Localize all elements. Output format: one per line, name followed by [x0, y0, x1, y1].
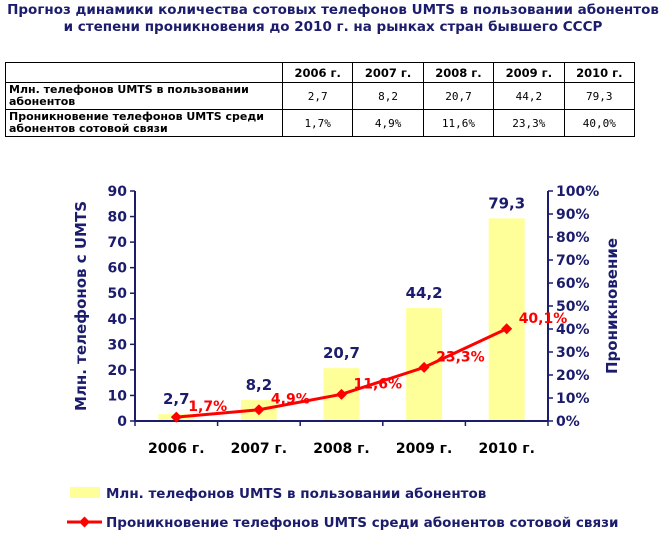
table-cell: 20,7: [422, 82, 495, 110]
bar-value-label: 20,7: [323, 344, 360, 362]
y-right-tick-label: 0%: [556, 414, 580, 430]
bar-value-label: 79,3: [488, 194, 525, 212]
y-left-tick-label: 70: [108, 235, 128, 251]
bar-value-label: 8,2: [246, 376, 273, 394]
y-right-tick-label: 40%: [556, 322, 590, 338]
y-right-tick-label: 80%: [556, 230, 590, 246]
line-value-label: 1,7%: [188, 399, 227, 415]
x-tick-label: 2006 г.: [148, 441, 204, 457]
line-marker: [501, 323, 513, 335]
bar-value-label: 44,2: [406, 284, 443, 302]
table-cell: 23,3%: [493, 109, 565, 137]
chart-title: Прогноз динамики количества сотовых теле…: [0, 2, 666, 36]
data-table: 2006 г. 2007 г. 2008 г. 2009 г. 2010 г. …: [5, 62, 636, 137]
y-left-tick-label: 40: [108, 312, 128, 328]
y-left-axis-label: Млн. телефонов с UMTS: [72, 201, 90, 411]
line-marker: [336, 388, 347, 400]
line-value-label: 23,3%: [436, 349, 485, 365]
y-right-tick-label: 60%: [556, 276, 590, 292]
title-line-1: Прогноз динамики количества сотовых теле…: [7, 2, 659, 18]
table-header-cell: 2007 г.: [352, 62, 424, 83]
table-header-cell: 2010 г.: [563, 62, 636, 83]
legend-line-label: Проникновение телефонов UMTS среди абоне…: [106, 515, 618, 531]
y-left-tick-label: 0: [117, 414, 127, 430]
table-cell: 8,2: [352, 82, 424, 110]
table-cell: 79,3: [563, 82, 636, 110]
table-cell: 4,9%: [352, 109, 424, 137]
y-right-tick-label: 90%: [556, 207, 590, 223]
table-cell: 1,7%: [281, 109, 354, 137]
line-value-label: 40,1%: [519, 311, 568, 327]
x-tick-label: 2009 г.: [396, 441, 452, 457]
y-left-tick-label: 80: [108, 210, 128, 226]
y-right-tick-label: 10%: [556, 391, 590, 407]
y-right-axis-label: Проникновение: [603, 238, 621, 374]
x-tick-label: 2008 г.: [313, 441, 369, 457]
table-row: Проникновение телефонов UMTS среди абоне…: [5, 109, 636, 137]
legend-line-marker: [79, 516, 90, 528]
y-left-tick-label: 30: [108, 337, 128, 353]
line-value-label: 11,6%: [354, 376, 403, 392]
line-marker: [253, 404, 265, 416]
y-right-tick-label: 20%: [556, 368, 590, 384]
table-cell: 40,0%: [563, 109, 636, 137]
line-marker: [170, 411, 182, 423]
y-left-tick-label: 20: [108, 363, 128, 379]
title-line-2: и степени проникновения до 2010 г. на ры…: [63, 19, 603, 35]
y-left-tick-label: 60: [108, 261, 128, 277]
table-header-row: 2006 г. 2007 г. 2008 г. 2009 г. 2010 г.: [5, 62, 636, 83]
line-value-label: 4,9%: [271, 392, 310, 408]
legend-bar-label: Млн. телефонов UMTS в пользовании абонен…: [106, 486, 486, 502]
y-right-tick-label: 70%: [556, 253, 590, 269]
x-tick-label: 2010 г.: [478, 441, 534, 457]
y-left-tick-label: 90: [108, 184, 128, 200]
line-marker: [418, 361, 430, 373]
y-right-tick-label: 100%: [556, 184, 599, 200]
y-right-tick-label: 30%: [556, 345, 590, 361]
bar: [488, 218, 525, 421]
table-header-cell: 2006 г.: [281, 62, 354, 83]
bar-value-label: 2,7: [163, 390, 190, 408]
y-right-tick-label: 50%: [556, 299, 590, 315]
legend-bar-swatch: [70, 487, 100, 498]
x-tick-label: 2007 г.: [231, 441, 287, 457]
y-left-tick-label: 50: [108, 286, 128, 302]
table-row-label: Проникновение телефонов UMTS среди абоне…: [5, 109, 283, 137]
y-left-tick-label: 10: [108, 388, 128, 404]
